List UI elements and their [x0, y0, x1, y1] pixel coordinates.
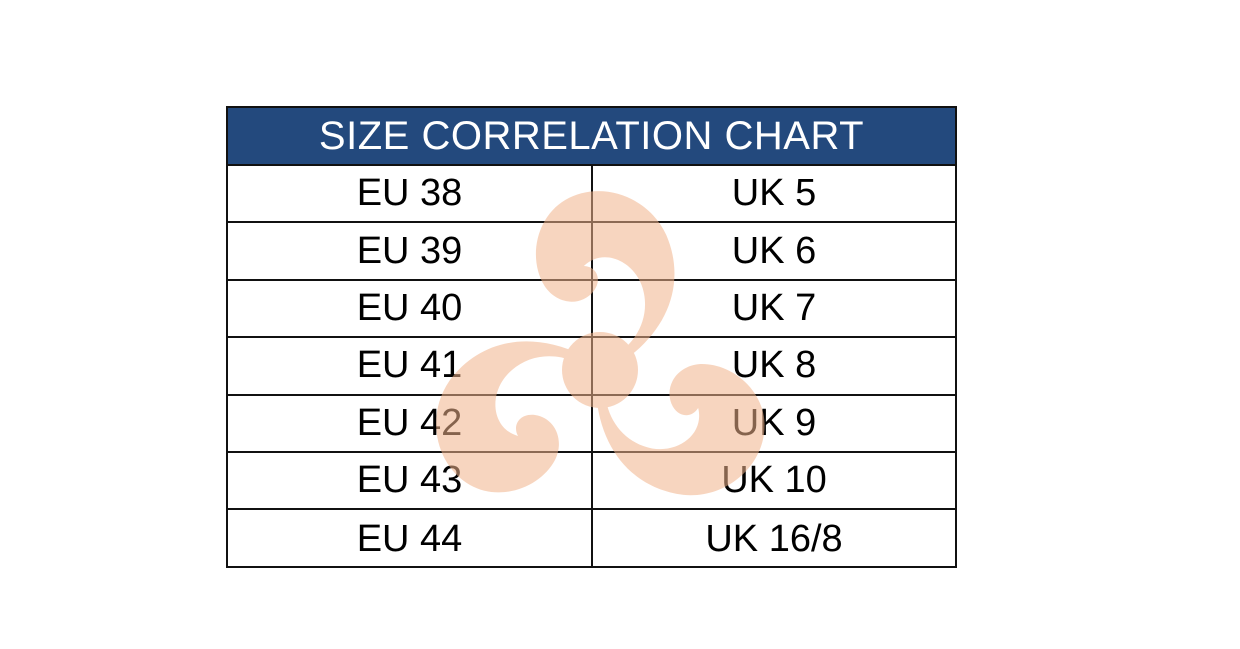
- table-row: EU 43 UK 10: [228, 452, 955, 511]
- eu-size-cell: EU 39: [228, 223, 593, 279]
- table-row: EU 41 UK 8: [228, 338, 955, 396]
- uk-size-cell: UK 10: [721, 459, 827, 502]
- eu-size-cell: EU 42: [228, 395, 593, 451]
- table-row: EU 42 UK 9: [228, 395, 955, 453]
- uk-size-cell: UK 5: [731, 172, 817, 215]
- eu-size-cell: EU 41: [228, 338, 593, 394]
- uk-size-cell: UK 7: [731, 286, 817, 329]
- uk-size-cell: UK 8: [731, 344, 817, 387]
- eu-size-cell: EU 40: [228, 280, 593, 337]
- uk-size-cell: UK 6: [731, 229, 817, 272]
- eu-size-cell: EU 43: [228, 452, 593, 509]
- table-row: EU 38 UK 5: [228, 166, 955, 224]
- uk-size-cell: UK 16/8: [705, 517, 843, 560]
- table-row: EU 44 UK 16/8: [228, 510, 955, 568]
- eu-size-cell: EU 38: [228, 166, 593, 222]
- uk-size-cell: UK 9: [731, 401, 817, 444]
- chart-title: SIZE CORRELATION CHART: [228, 108, 955, 166]
- eu-size-cell: EU 44: [228, 510, 593, 568]
- table-row: EU 40 UK 7: [228, 280, 955, 339]
- table-row: EU 39 UK 6: [228, 223, 955, 281]
- chart-rows: EU 38 UK 5 EU 39 UK 6 EU 40 UK 7 EU 41 U…: [228, 166, 955, 568]
- size-correlation-chart: SIZE CORRELATION CHART EU 38 UK 5 EU 39 …: [226, 106, 957, 568]
